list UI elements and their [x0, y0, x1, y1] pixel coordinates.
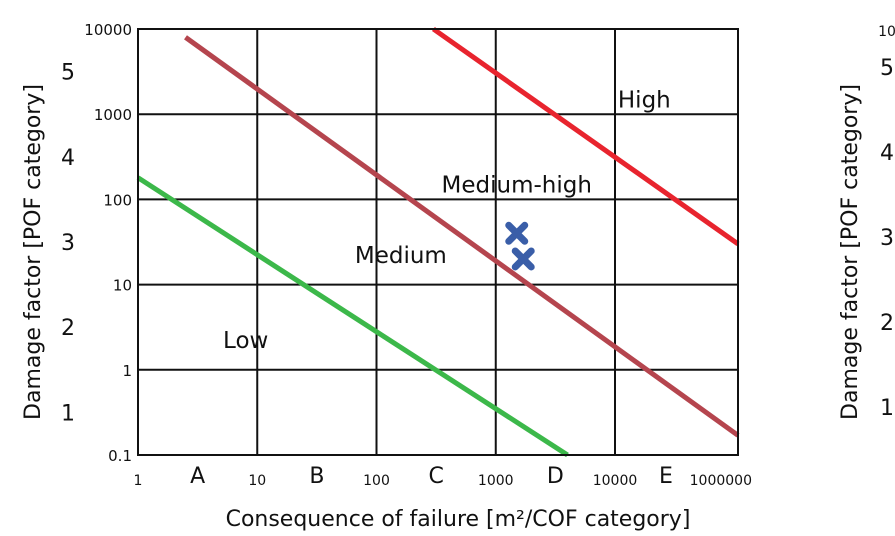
- region-label-medium-high: Medium-high: [442, 173, 592, 199]
- region-label-medium: Medium: [355, 243, 447, 269]
- y-category-5: 5: [61, 61, 75, 86]
- partial-chart-top-tick: 10: [878, 24, 895, 40]
- risk-line-1: [184, 35, 740, 438]
- x-category-E: E: [659, 464, 673, 489]
- y-tick-label: 1: [122, 362, 132, 380]
- data-point-1: [511, 247, 535, 271]
- region-labels: Low Medium Medium-high High: [223, 87, 671, 354]
- data-point-0: [505, 221, 529, 245]
- y-category-3: 3: [61, 231, 75, 256]
- x-tick-label: 1000000: [690, 473, 752, 489]
- x-axis-title: Consequence of failure [m²/COF category]: [226, 507, 691, 532]
- y-category-1: 1: [61, 401, 75, 426]
- y-axis-title: Damage factor [POF category]: [21, 84, 46, 420]
- y-tick-label: 10: [113, 277, 132, 295]
- risk-line-2: [431, 26, 740, 246]
- partial-chart-y-title: Damage factor [POF category]: [838, 84, 863, 420]
- region-label-low: Low: [223, 328, 268, 354]
- y-tick-label: 100: [103, 191, 132, 209]
- partial-chart-y-category: 5: [880, 56, 894, 81]
- x-tick-label: 10: [248, 473, 266, 489]
- x-category-C: C: [428, 464, 443, 489]
- y-tick-label: 10000: [84, 21, 132, 39]
- risk-lines: [136, 26, 740, 458]
- partial-chart-y-category: 3: [880, 226, 894, 251]
- y-category-4: 4: [61, 146, 75, 171]
- y-tick-label: 0.1: [108, 447, 132, 465]
- partial-chart-y-category: 1: [880, 396, 894, 421]
- x-tick-label: 100: [363, 473, 390, 489]
- y-category-2: 2: [61, 316, 75, 341]
- partial-second-chart: Damage factor [POF category] 5 4 3 2 1 10: [838, 24, 895, 421]
- x-tick-label: 10000: [593, 473, 638, 489]
- x-category-D: D: [547, 464, 564, 489]
- plot-frame: [137, 28, 739, 456]
- partial-chart-y-category: 4: [880, 141, 894, 166]
- data-points: [505, 221, 535, 271]
- x-tick-label: 1: [134, 473, 143, 489]
- x-category-B: B: [309, 464, 324, 489]
- risk-line-0: [136, 175, 569, 458]
- x-category-A: A: [190, 464, 205, 489]
- partial-chart-y-category: 2: [880, 311, 894, 336]
- y-tick-label: 1000: [94, 106, 132, 124]
- region-label-high: High: [618, 87, 671, 113]
- category-labels: A B C D E 1 2 3 4 5: [61, 61, 673, 489]
- x-tick-label: 1000: [478, 473, 514, 489]
